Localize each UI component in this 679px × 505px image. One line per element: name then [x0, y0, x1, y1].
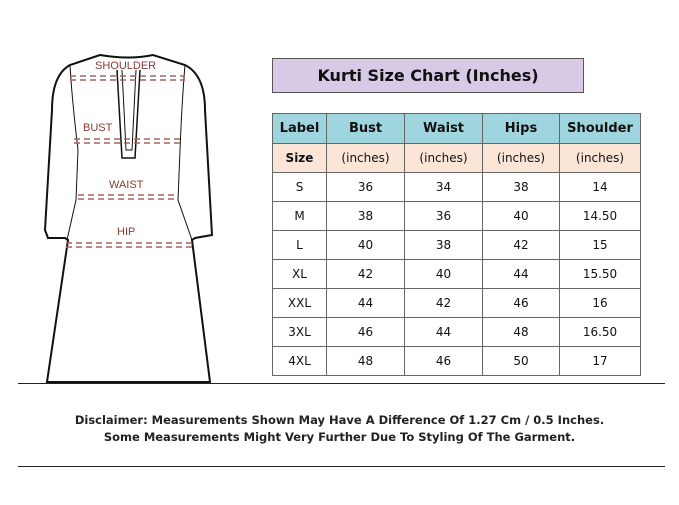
bust-label: BUST: [83, 122, 113, 134]
disclaimer-line-1: Disclaimer: Measurements Shown May Have …: [74, 413, 605, 427]
table-row: M 38 36 40 14.50: [272, 201, 641, 231]
table-cell: 16.50: [559, 317, 641, 347]
table-cell: 36: [404, 201, 483, 231]
col-header-shoulder: Shoulder: [559, 113, 641, 144]
unit-cell: (inches): [404, 143, 483, 173]
unit-row: Size (inches) (inches) (inches) (inches): [272, 143, 641, 173]
table-cell: 15: [559, 230, 641, 260]
table-cell: 14: [559, 172, 641, 202]
table-cell: 3XL: [272, 317, 327, 347]
unit-cell: (inches): [559, 143, 641, 173]
disclaimer-line-2: Some Measurements Might Very Further Due…: [103, 430, 576, 444]
table-row: S 36 34 38 14: [272, 172, 641, 202]
table-cell: XL: [272, 259, 327, 289]
hip-label: HIP: [117, 226, 136, 238]
table-cell: 44: [482, 259, 560, 289]
table-cell: 50: [482, 346, 560, 376]
size-table: Label Bust Waist Hips Shoulder Size (inc…: [272, 113, 641, 376]
table-cell: 40: [482, 201, 560, 231]
table-cell: 38: [482, 172, 560, 202]
col-header-label: Label: [272, 113, 327, 144]
table-cell: 42: [326, 259, 405, 289]
table-cell: 44: [404, 317, 483, 347]
unit-cell: (inches): [326, 143, 405, 173]
table-cell: 44: [326, 288, 405, 318]
table-cell: M: [272, 201, 327, 231]
table-cell: S: [272, 172, 327, 202]
table-cell: 46: [404, 346, 483, 376]
table-cell: 48: [482, 317, 560, 347]
table-cell: 14.50: [559, 201, 641, 231]
table-cell: 36: [326, 172, 405, 202]
table-cell: 46: [326, 317, 405, 347]
table-cell: XXL: [272, 288, 327, 318]
table-row: L 40 38 42 15: [272, 230, 641, 260]
table-row: XL 42 40 44 15.50: [272, 259, 641, 289]
table-cell: 40: [326, 230, 405, 260]
table-cell: 17: [559, 346, 641, 376]
table-cell: L: [272, 230, 327, 260]
table-cell: 46: [482, 288, 560, 318]
header-row: Label Bust Waist Hips Shoulder: [272, 113, 641, 144]
table-cell: 4XL: [272, 346, 327, 376]
divider-top: [18, 383, 665, 384]
unit-cell: (inches): [482, 143, 560, 173]
table-cell: 42: [404, 288, 483, 318]
table-cell: 40: [404, 259, 483, 289]
col-header-waist: Waist: [404, 113, 483, 144]
chart-title: Kurti Size Chart (Inches): [272, 58, 584, 93]
unit-cell: Size: [272, 143, 327, 173]
table-cell: 42: [482, 230, 560, 260]
table-row: 3XL 46 44 48 16.50: [272, 317, 641, 347]
kurti-outline-diagram: [43, 53, 214, 383]
table-row: XXL 44 42 46 16: [272, 288, 641, 318]
table-cell: 38: [404, 230, 483, 260]
table-cell: 16: [559, 288, 641, 318]
col-header-bust: Bust: [326, 113, 405, 144]
table-cell: 15.50: [559, 259, 641, 289]
table-cell: 38: [326, 201, 405, 231]
shoulder-label: SHOULDER: [95, 60, 157, 72]
table-cell: 48: [326, 346, 405, 376]
col-header-hips: Hips: [482, 113, 560, 144]
table-cell: 34: [404, 172, 483, 202]
divider-bottom: [18, 466, 665, 467]
table-row: 4XL 48 46 50 17: [272, 346, 641, 376]
waist-label: WAIST: [109, 179, 144, 191]
